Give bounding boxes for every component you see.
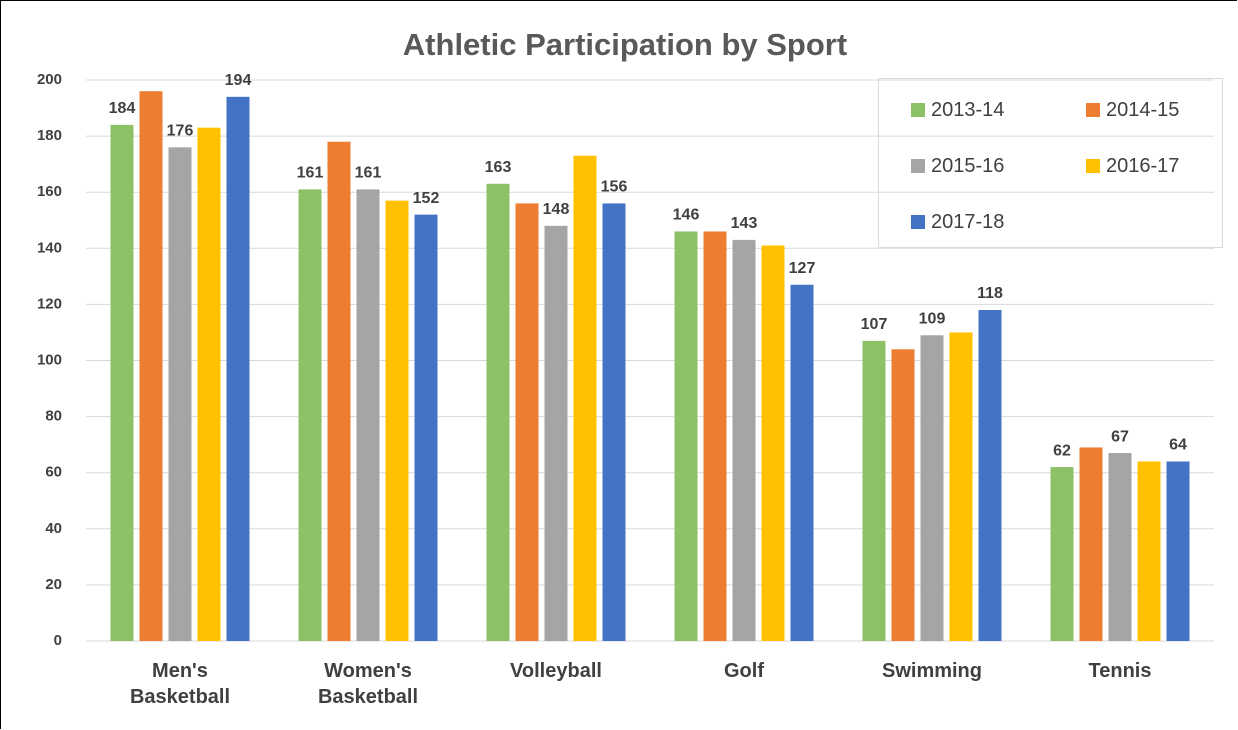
legend-label: 2014-15 [1106,98,1180,121]
bar [197,127,221,641]
y-tick-label: 100 [37,351,62,368]
legend-item: 2017-18 [911,194,1086,250]
data-label: 156 [601,179,628,196]
bar [327,141,351,641]
bar [1050,467,1074,641]
data-label: 194 [225,72,252,89]
y-tick-label: 180 [37,127,62,144]
y-tick-label: 200 [37,71,62,88]
data-label: 107 [861,316,888,333]
legend-item: 2014-15 [1086,82,1238,138]
x-tick-label: Women's Basketball [317,660,419,708]
data-label: 127 [789,260,816,277]
bar [891,349,915,641]
bar [356,189,380,641]
bar [385,200,409,642]
y-tick-label: 0 [54,632,62,649]
data-label: 118 [977,285,1003,302]
legend-label: 2016-17 [1106,154,1180,177]
data-label: 161 [297,165,324,182]
x-tick-label: Volleyball [510,660,602,682]
data-label: 176 [167,123,194,140]
bar [732,239,756,641]
legend-label: 2017-18 [931,210,1005,233]
legend: 2013-14 2014-15 2015-16 2016-17 2017-18 [878,78,1223,248]
legend-swatch [1086,159,1100,173]
data-label: 143 [731,215,758,232]
bar [703,231,727,641]
bar [920,335,944,641]
data-label: 109 [919,310,946,327]
legend-item: 2016-17 [1086,138,1238,194]
bar [544,225,568,642]
legend-swatch [911,103,925,117]
bar [1108,453,1132,641]
bar [414,214,438,641]
y-tick-label: 40 [45,520,62,537]
bar [1137,461,1161,641]
bar [168,147,192,641]
chart-title: Athletic Participation by Sport [403,27,847,62]
legend-swatch [911,159,925,173]
bar [790,284,814,641]
data-label: 152 [413,190,440,207]
bar [298,189,322,641]
data-label: 62 [1053,442,1071,459]
bar [978,310,1002,641]
bar [862,340,886,641]
x-tick-label: Tennis [1088,660,1152,682]
bar [949,332,973,641]
legend-swatch [1086,103,1100,117]
legend-label: 2015-16 [931,154,1005,177]
data-label: 163 [485,159,512,176]
legend-swatch [911,215,925,229]
legend-item: 2013-14 [911,82,1086,138]
bar [1079,447,1103,641]
y-tick-label: 20 [45,576,62,593]
y-tick-label: 140 [37,239,62,256]
bar [486,183,510,641]
bar [1166,461,1190,641]
bar [573,155,597,642]
y-tick-label: 160 [37,183,62,200]
legend-label: 2013-14 [931,98,1005,121]
bar [110,124,134,641]
y-tick-label: 120 [37,295,62,312]
data-label: 184 [109,100,136,117]
x-tick-label: Swimming [881,660,982,682]
data-label: 148 [543,201,570,218]
bar [515,203,539,642]
x-tick-label: Men's Basketball [129,660,231,708]
data-label: 146 [673,207,700,224]
y-tick-label: 80 [45,408,62,425]
bar [226,96,250,641]
data-label: 161 [355,165,382,182]
legend-item: 2015-16 [911,138,1086,194]
y-tick-label: 60 [45,464,62,481]
bar [761,245,785,641]
bar [602,203,626,642]
x-tick-label: Golf [724,660,764,682]
bar [139,91,163,642]
data-label: 67 [1111,428,1129,445]
data-label: 64 [1169,437,1187,454]
bar [674,231,698,641]
